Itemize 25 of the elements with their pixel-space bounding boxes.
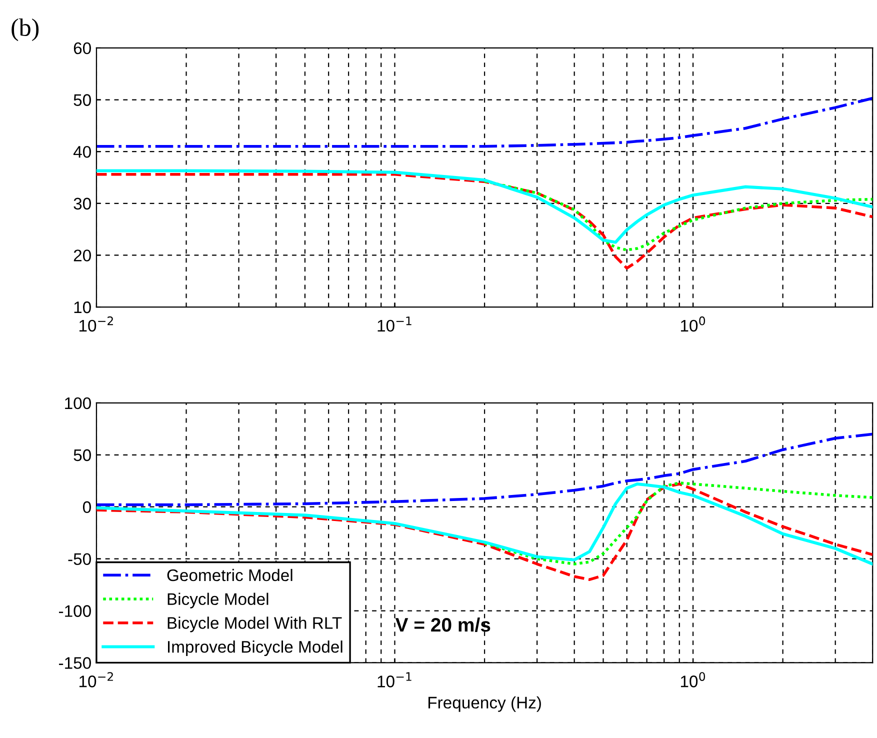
y-tick-label: 50 — [74, 94, 91, 106]
y-tick-label: 0 — [82, 501, 91, 514]
y-tick-label: 50 — [74, 449, 91, 462]
y-tick-label: -100 — [58, 605, 91, 617]
x-tick-label: 10$^{0}$ — [680, 316, 706, 332]
text: (b) — [12, 18, 39, 42]
y-tick-label: 10 — [74, 301, 91, 314]
legend-label: Geometric Model — [167, 568, 292, 582]
legend-label: Bicycle Model With RLT — [168, 616, 342, 632]
y-tick-label: 30 — [74, 198, 91, 210]
legend-label: Improved Bicycle Model — [168, 640, 342, 656]
x-tick-label: 10$^{0}$ — [680, 672, 706, 688]
y-tick-label: 40 — [73, 146, 91, 158]
x-axis-title: Frequency (Hz) — [428, 696, 541, 712]
x-tick-label: 10$^{−2}$ — [79, 316, 113, 332]
y-tick-label: 60 — [74, 42, 91, 54]
x-tick-label: 10$^{−1}$ — [378, 316, 412, 332]
y-tick-label: 100 — [65, 397, 91, 410]
legend-label: Bicycle Model — [168, 592, 268, 608]
y-tick-label: 20 — [74, 250, 91, 262]
x-tick-label: 10$^{−2}$ — [79, 672, 113, 688]
y-tick-label: -150 — [58, 657, 91, 669]
y-tick-label: -50 — [68, 553, 91, 566]
annotation: V = 20 m/s — [395, 617, 490, 632]
x-tick-label: 10$^{−1}$ — [378, 672, 412, 688]
